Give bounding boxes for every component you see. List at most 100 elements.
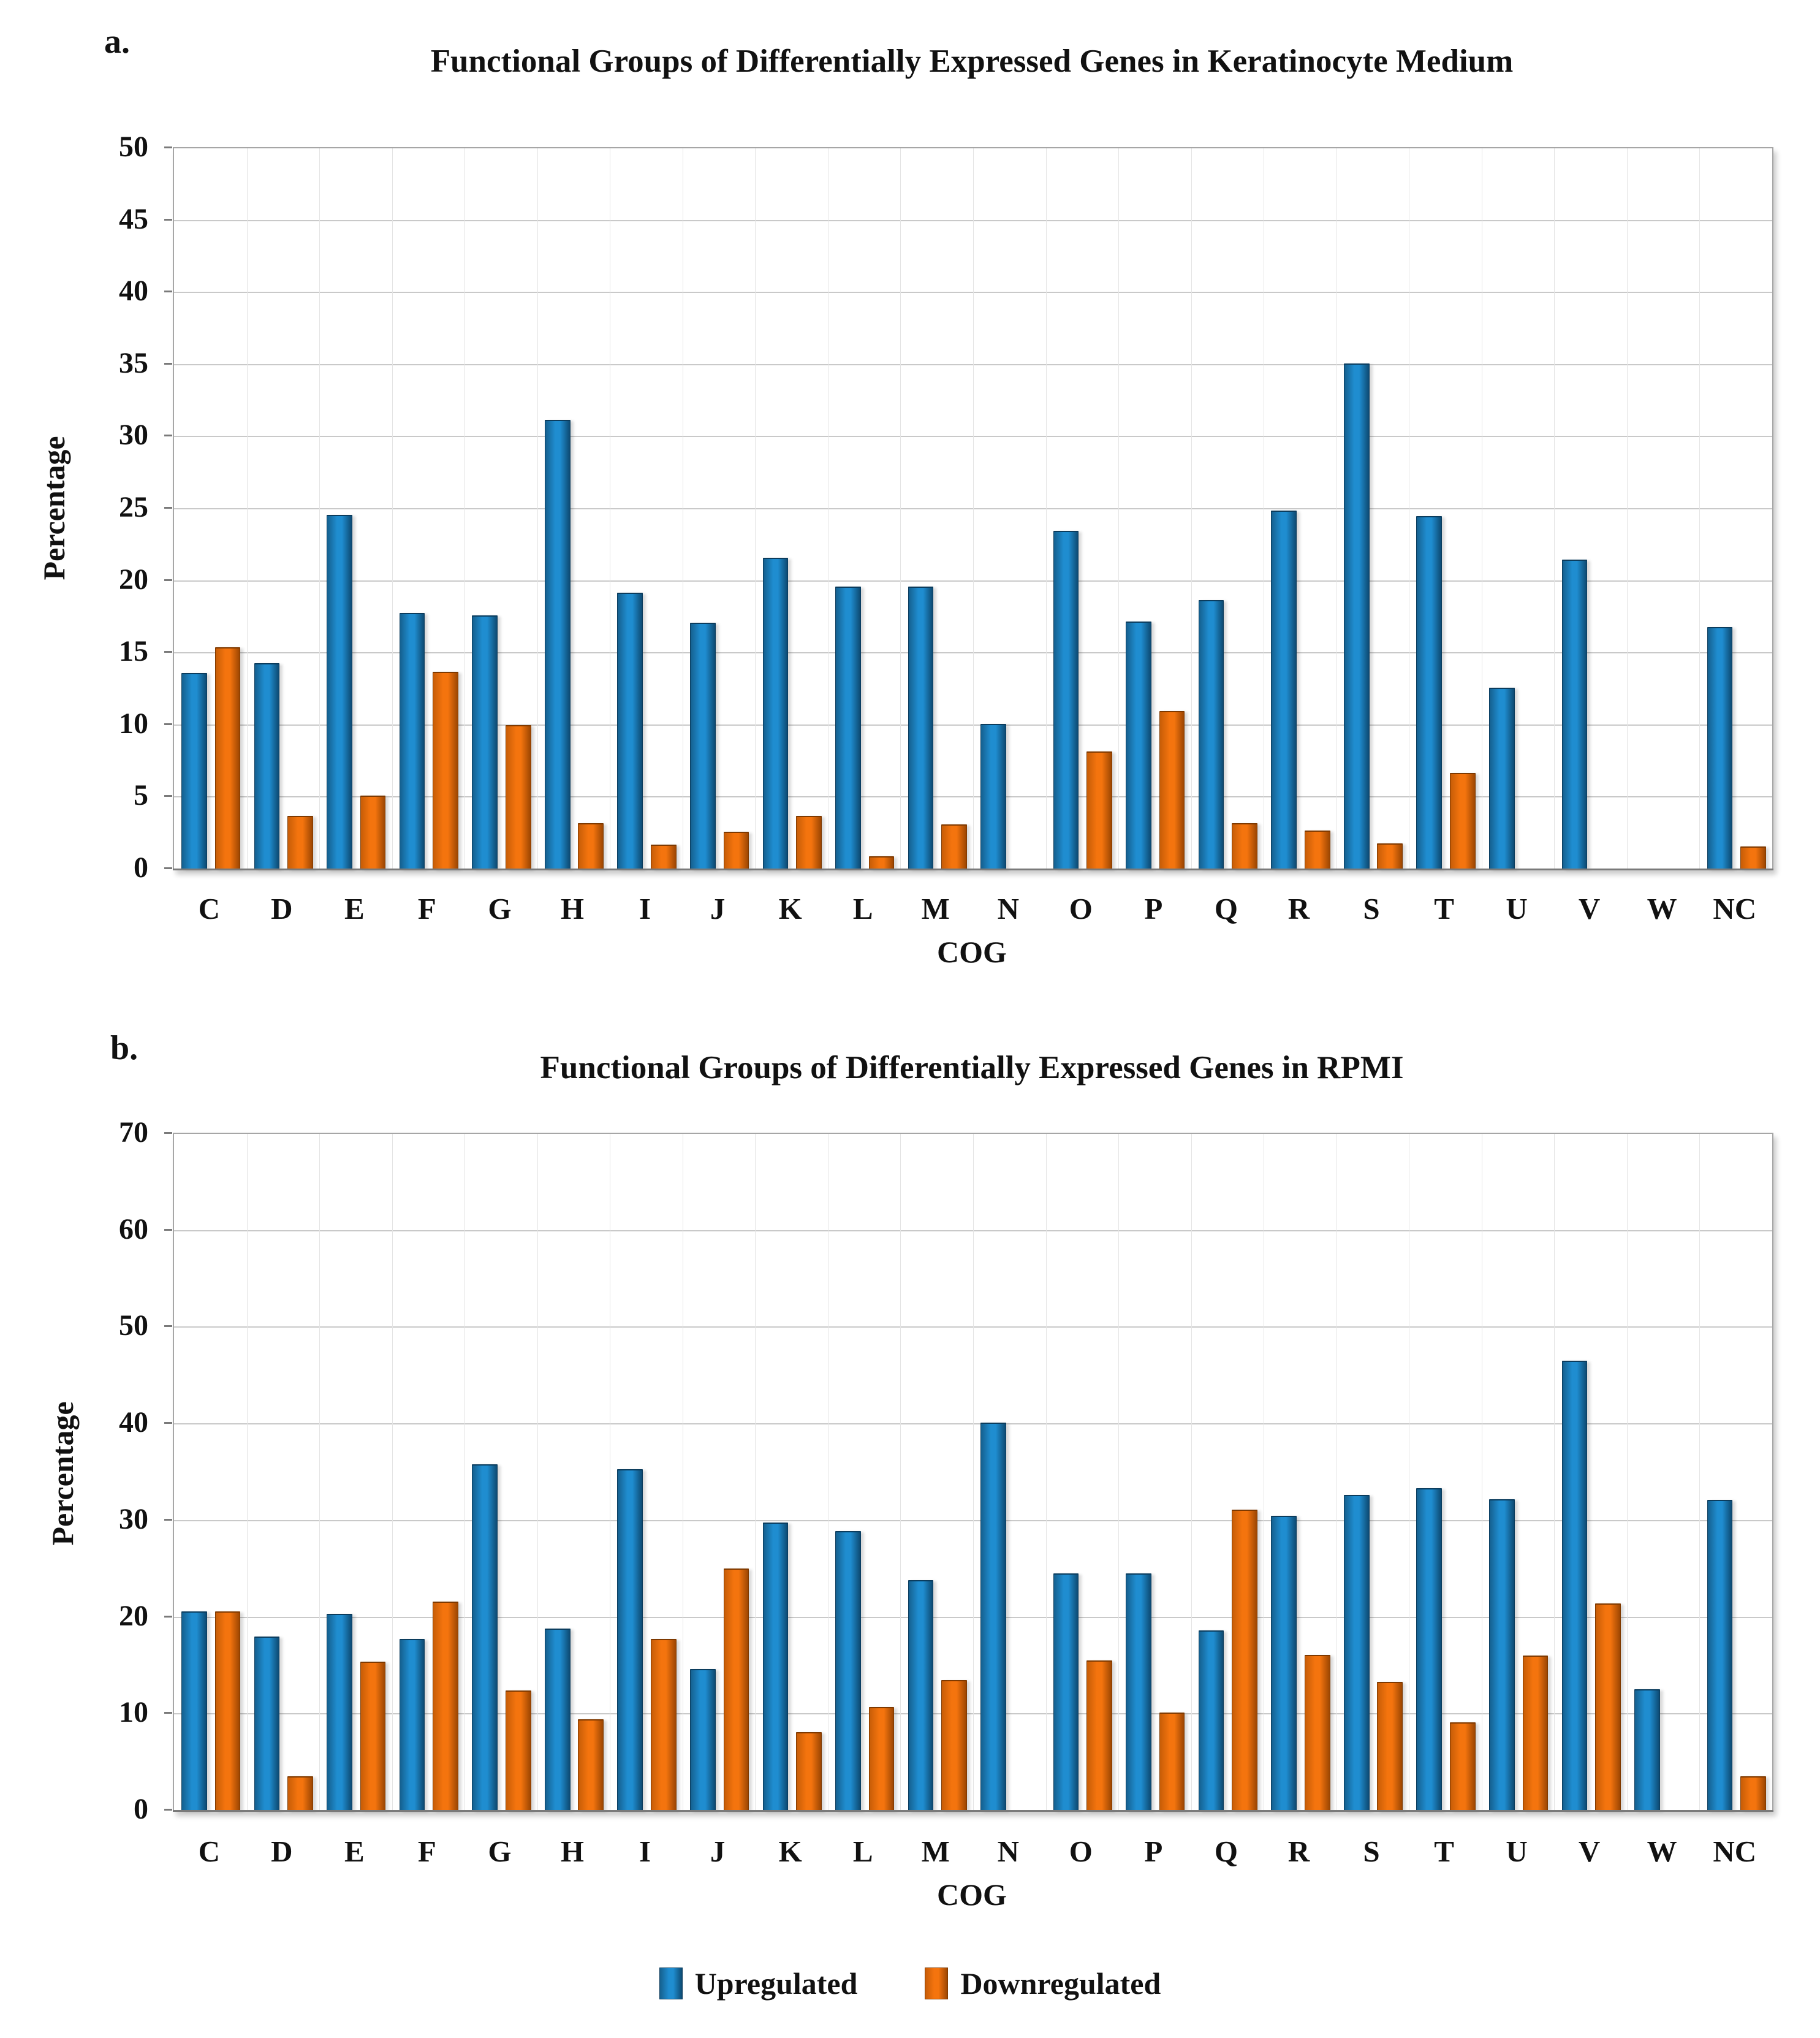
bar-downregulated-O [1086, 1660, 1112, 1811]
bar-upregulated-R [1271, 510, 1297, 869]
bar-upregulated-S [1343, 363, 1370, 869]
bar-upregulated-N [980, 723, 1006, 869]
bar-upregulated-C [181, 1611, 207, 1811]
bar-upregulated-NC [1707, 1500, 1733, 1811]
x-axis-line [173, 869, 1773, 870]
gridline-x-boundary [464, 1134, 466, 1811]
bar-downregulated-C [214, 647, 241, 869]
gridline-x-boundary [973, 148, 974, 869]
x-tick-label-U: U [1506, 892, 1528, 926]
y-tick-mark [164, 795, 172, 797]
x-tick-label-F: F [417, 1835, 436, 1868]
x-tick-label-E: E [344, 1835, 365, 1868]
bar-downregulated-P [1159, 710, 1185, 869]
y-tick-mark [164, 1712, 172, 1714]
bar-upregulated-T [1416, 1488, 1443, 1811]
x-tick-label-G: G [488, 892, 512, 926]
y-tick-label-50: 50 [119, 1309, 148, 1342]
bar-downregulated-F [433, 672, 459, 869]
bar-upregulated-L [835, 1530, 861, 1811]
gridline-x-boundary [1554, 1134, 1555, 1811]
gridline-x-boundary [973, 1134, 974, 1811]
x-tick-label-V: V [1578, 892, 1601, 926]
y-tick-mark [164, 1325, 172, 1328]
x-tick-label-H: H [560, 1835, 585, 1868]
x-tick-label-I: I [639, 892, 651, 926]
gridline-x-boundary [1045, 148, 1047, 869]
y-tick-label-20: 20 [119, 1599, 148, 1632]
bar-downregulated-L [868, 856, 895, 869]
bar-downregulated-E [360, 1661, 386, 1811]
bar-upregulated-U [1488, 1499, 1515, 1811]
x-tick-label-D: D [271, 1835, 293, 1868]
bar-upregulated-U [1488, 688, 1515, 869]
bar-downregulated-E [360, 796, 386, 869]
bar-downregulated-O [1086, 751, 1112, 869]
x-tick-label-N: N [997, 1835, 1019, 1868]
y-tick-label-40: 40 [119, 275, 148, 308]
bar-downregulated-D [287, 816, 313, 869]
x-tick-label-NC: NC [1713, 892, 1757, 926]
x-tick-label-M: M [921, 892, 950, 926]
legend-item-upregulated: Upregulated [659, 1966, 858, 2001]
bar-downregulated-S [1377, 1681, 1403, 1811]
bar-downregulated-D [287, 1776, 313, 1811]
x-tick-label-R: R [1287, 1835, 1310, 1868]
x-tick-label-D: D [271, 892, 293, 926]
y-tick-mark [164, 1132, 172, 1134]
y-tick-label-25: 25 [119, 491, 148, 523]
bar-downregulated-I [650, 845, 677, 869]
x-tick-label-F: F [417, 892, 436, 926]
x-tick-label-C: C [198, 892, 220, 926]
y-tick-mark [164, 1809, 172, 1811]
bar-downregulated-Q [1232, 1510, 1258, 1811]
bar-upregulated-M [908, 1580, 934, 1811]
bar-upregulated-Q [1198, 599, 1224, 869]
y-tick-mark [164, 291, 172, 293]
x-tick-label-NC: NC [1713, 1835, 1757, 1868]
y-tick-label-45: 45 [119, 202, 148, 235]
bar-upregulated-J [689, 623, 716, 869]
bar-upregulated-H [544, 1629, 571, 1811]
bar-upregulated-O [1053, 1573, 1079, 1811]
bar-downregulated-R [1304, 1654, 1330, 1811]
x-tick-label-N: N [997, 892, 1019, 926]
y-tick-label-70: 70 [119, 1116, 148, 1149]
bar-downregulated-H [578, 1719, 604, 1811]
x-tick-label-I: I [639, 1835, 651, 1868]
bar-upregulated-L [835, 587, 861, 869]
bar-upregulated-O [1053, 530, 1079, 869]
bar-downregulated-Q [1232, 823, 1258, 869]
chart-b-xlabel: COG [937, 1877, 1007, 1912]
y-tick-mark [164, 146, 172, 148]
x-tick-label-Q: Q [1214, 1835, 1238, 1868]
legend-label-downregulated: Downregulated [960, 1966, 1161, 2001]
bar-downregulated-S [1377, 843, 1403, 869]
y-tick-label-15: 15 [119, 635, 148, 668]
bar-downregulated-NC [1740, 846, 1766, 869]
chart-b-title: Functional Groups of Differentially Expr… [540, 1050, 1404, 1086]
bar-upregulated-D [254, 1636, 280, 1811]
bar-upregulated-R [1271, 1515, 1297, 1811]
x-tick-label-C: C [198, 1835, 220, 1868]
gridline-x-boundary [1191, 1134, 1192, 1811]
x-tick-label-W: W [1647, 1835, 1677, 1868]
bar-upregulated-G [472, 615, 498, 869]
legend-label-upregulated: Upregulated [694, 1966, 858, 2001]
downregulated-swatch-icon [925, 1968, 949, 1999]
y-tick-label-10: 10 [119, 1696, 148, 1729]
y-tick-mark [164, 1228, 172, 1231]
x-tick-label-R: R [1287, 892, 1310, 926]
x-tick-label-K: K [778, 892, 802, 926]
bar-upregulated-G [472, 1464, 498, 1811]
y-tick-mark [164, 507, 172, 509]
y-tick-label-5: 5 [134, 779, 148, 812]
bar-upregulated-M [908, 587, 934, 869]
bar-downregulated-G [505, 725, 531, 869]
y-tick-label-10: 10 [119, 707, 148, 740]
bar-upregulated-J [689, 1669, 716, 1811]
gridline-x-boundary [537, 148, 538, 869]
bar-upregulated-F [399, 612, 425, 869]
y-tick-mark [164, 435, 172, 437]
bar-upregulated-NC [1707, 627, 1733, 869]
